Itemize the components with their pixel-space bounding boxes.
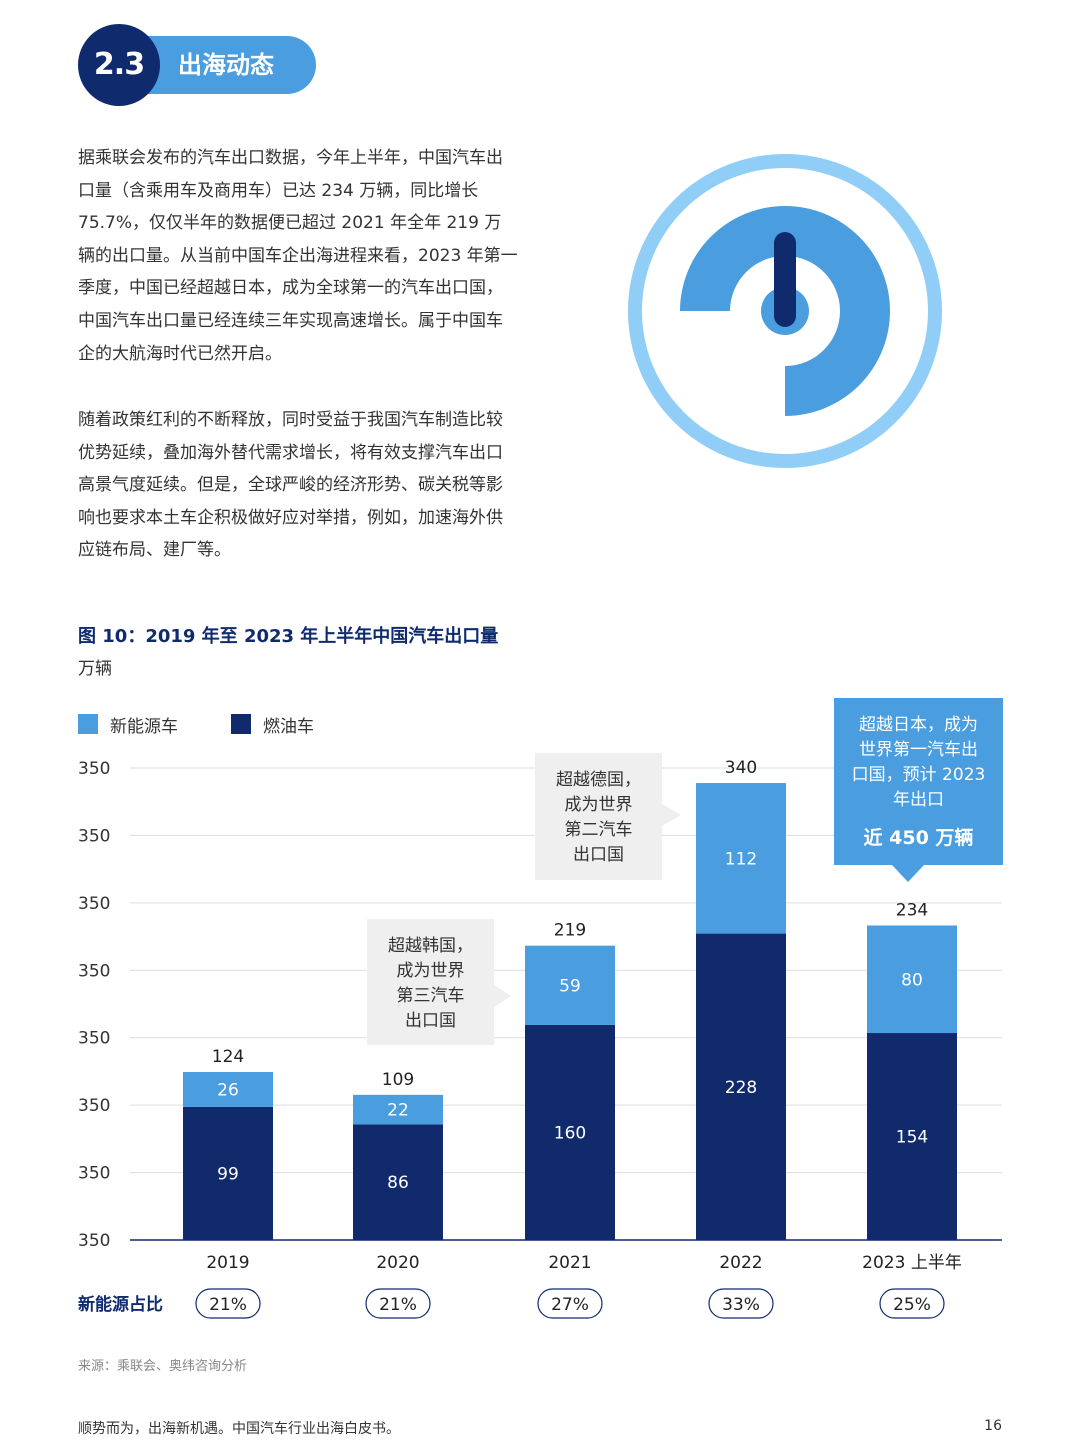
speedometer-icon <box>628 154 942 468</box>
nev-share-value: 27% <box>551 1295 589 1315</box>
y-tick-label: 350 <box>78 1029 110 1049</box>
callout-japan-text: 年出口 <box>893 790 944 810</box>
callout-japan <box>834 698 1003 865</box>
legend-item-ice: 燃油车 <box>231 712 314 737</box>
source-note: 来源：乘联会、奥纬咨询分析 <box>78 1359 248 1374</box>
nev-share-value: 25% <box>893 1295 931 1315</box>
y-tick-label: 350 <box>78 1096 110 1116</box>
callout-japan-highlight: 近 450 万辆 <box>864 826 974 849</box>
callout-germany-text: 超越德国， <box>556 770 641 790</box>
x-tick-label: 2022 <box>719 1253 762 1273</box>
data-label-nev: 112 <box>725 849 757 869</box>
chart-title: 图 10：2019 年至 2023 年上半年中国汽车出口量 <box>78 626 499 647</box>
section-heading: 出海动态 2.3 <box>78 24 316 106</box>
footer-text: 顺势而为，出海新机遇。中国汽车行业出海白皮书。 <box>78 1421 400 1437</box>
bar-nev <box>696 783 786 934</box>
bar-ice <box>867 1033 957 1240</box>
callout-germany-text: 成为世界 <box>565 795 633 815</box>
y-tick-label: 350 <box>78 759 110 779</box>
data-label-ice: 228 <box>725 1078 757 1098</box>
paragraph-2: 随着政策红利的不断释放，同时受益于我国汽车制造比较优势延续，叠加海外替代需求增长… <box>78 410 503 561</box>
nev-share-label: 新能源占比 <box>78 1294 163 1315</box>
nev-share-value: 21% <box>209 1295 247 1315</box>
callout-korea-pointer <box>494 985 511 1007</box>
y-tick-label: 350 <box>78 1231 110 1251</box>
bar-ice <box>183 1106 273 1240</box>
data-label-total: 234 <box>896 901 928 921</box>
nev-share-pill <box>879 1288 945 1319</box>
callout-japan-text: 口国，预计 2023 <box>852 765 986 785</box>
nev-share-pill <box>537 1288 603 1319</box>
nev-share-pill <box>195 1288 261 1319</box>
data-label-ice: 86 <box>387 1173 409 1193</box>
y-tick-label: 350 <box>78 961 110 981</box>
callout-germany <box>535 753 662 880</box>
y-tick-label: 350 <box>78 826 110 846</box>
y-tick-label: 350 <box>78 1164 110 1184</box>
bar-ice <box>353 1124 443 1240</box>
callout-germany-text: 第二汽车 <box>565 820 633 840</box>
legend-label-nev: 新能源车 <box>110 716 178 737</box>
x-tick-label: 2021 <box>548 1253 591 1273</box>
bar-ice <box>525 1024 615 1240</box>
nev-share-value: 21% <box>379 1295 417 1315</box>
data-label-ice: 154 <box>896 1128 928 1148</box>
section-title: 出海动态 <box>178 51 274 79</box>
callout-korea-text: 超越韩国， <box>388 936 473 956</box>
x-tick-label: 2023 上半年 <box>862 1253 962 1273</box>
x-tick-label: 2020 <box>376 1253 419 1273</box>
callout-germany-pointer <box>662 804 681 826</box>
bar-nev <box>183 1072 273 1107</box>
data-label-ice: 99 <box>217 1164 239 1184</box>
data-label-total: 219 <box>554 921 586 941</box>
legend-swatch-ice <box>231 714 251 734</box>
section-number: 2.3 <box>78 24 160 106</box>
callout-korea <box>367 919 494 1045</box>
data-label-total: 124 <box>212 1047 244 1067</box>
data-label-nev: 80 <box>901 970 923 990</box>
bar-ice <box>696 933 786 1240</box>
data-label-nev: 26 <box>217 1080 239 1100</box>
data-label-ice: 160 <box>554 1123 586 1143</box>
nev-share-pill <box>708 1288 774 1319</box>
nev-share-value: 33% <box>722 1295 760 1315</box>
callout-korea-text: 出口国 <box>405 1011 456 1031</box>
bar-nev <box>525 945 615 1025</box>
data-label-total: 340 <box>725 758 757 778</box>
y-axis-unit: 万辆 <box>78 659 112 679</box>
x-tick-label: 2019 <box>206 1253 249 1273</box>
export-volume-chart: 350 350 350 350 350 350 350 350 99 26 124 2019 21% 86… <box>78 698 1003 1319</box>
callout-korea-text: 成为世界 <box>397 961 465 981</box>
nev-share-pill <box>365 1288 431 1319</box>
y-tick-label: 350 <box>78 894 110 914</box>
data-label-nev: 59 <box>559 976 581 996</box>
data-label-nev: 22 <box>387 1101 409 1121</box>
callout-japan-text: 超越日本，成为 <box>859 715 978 735</box>
callout-japan-pointer <box>892 865 924 882</box>
legend-label-ice: 燃油车 <box>263 716 314 737</box>
paragraph-1: 据乘联会发布的汽车出口数据，今年上半年，中国汽车出口量（含乘用车及商用车）已达 … <box>78 148 518 364</box>
legend-item-nev: 新能源车 <box>78 712 178 737</box>
callout-japan-text: 世界第一汽车出 <box>859 740 978 760</box>
callout-korea-text: 第三汽车 <box>397 986 465 1006</box>
data-label-total: 109 <box>382 1070 414 1090</box>
bar-nev <box>867 925 957 1034</box>
callout-germany-text: 出口国 <box>573 845 624 865</box>
bar-nev <box>353 1094 443 1125</box>
legend-swatch-nev <box>78 714 98 734</box>
page-number: 16 <box>984 1418 1002 1434</box>
